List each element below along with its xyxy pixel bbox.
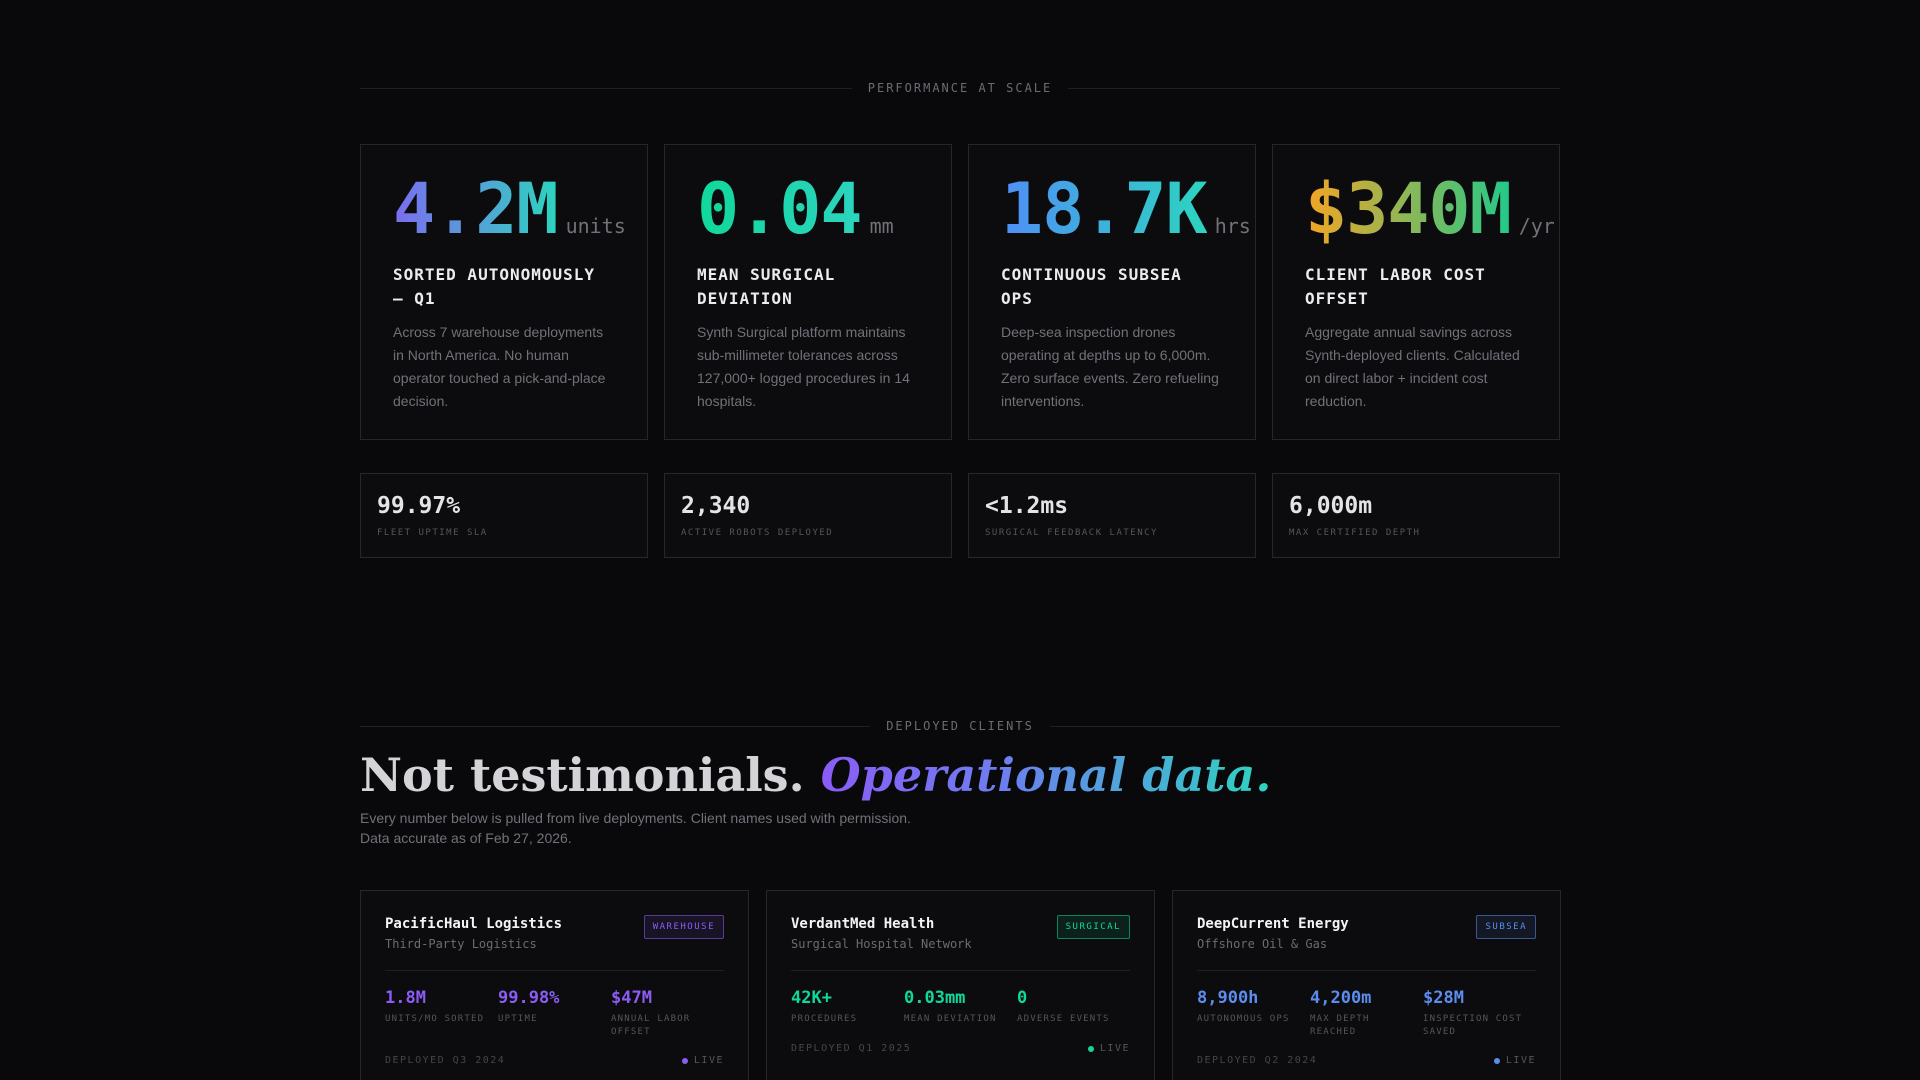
metric-uptime: 99.97% FLEET UPTIME SLA bbox=[360, 473, 648, 558]
client-metric-value: 1.8M bbox=[385, 988, 426, 1008]
stat-card-subsea: 18.7K hrs CONTINUOUS SUBSEA OPS Deep-sea… bbox=[968, 144, 1256, 440]
live-status: LIVE bbox=[1493, 1055, 1536, 1066]
metric-value: 6,000m bbox=[1289, 493, 1373, 519]
stat-value: 18.7K bbox=[1001, 168, 1208, 250]
client-metric-value: 4,200m bbox=[1310, 988, 1372, 1008]
stat-value: 0.04 bbox=[697, 168, 863, 250]
stat-description: Across 7 warehouse deployments in North … bbox=[393, 324, 606, 409]
client-metric-label: MEAN DEVIATION bbox=[904, 1014, 997, 1024]
deployed-date: DEPLOYED Q2 2024 bbox=[1197, 1055, 1318, 1066]
client-type: Third-Party Logistics bbox=[385, 937, 537, 951]
stat-description: Aggregate annual savings across Synth-de… bbox=[1305, 324, 1520, 409]
stat-title: CONTINUOUS SUBSEA OPS bbox=[1001, 265, 1182, 308]
stat-value: $340M bbox=[1305, 168, 1512, 250]
section-divider: PERFORMANCE AT SCALE bbox=[360, 78, 1560, 98]
stat-title: MEAN SURGICAL DEVIATION bbox=[697, 265, 836, 308]
client-metric-value: $47M bbox=[611, 988, 652, 1008]
client-metric-value: 42K+ bbox=[791, 988, 832, 1008]
section-label: PERFORMANCE AT SCALE bbox=[867, 81, 1053, 95]
metric-depth: 6,000m MAX CERTIFIED DEPTH bbox=[1272, 473, 1560, 558]
client-card: DeepCurrent Energy Offshore Oil & Gas SU… bbox=[1172, 890, 1561, 1080]
status-dot-icon bbox=[1087, 1045, 1094, 1052]
client-name: DeepCurrent Energy bbox=[1197, 916, 1349, 932]
client-name: PacificHaul Logistics bbox=[385, 916, 563, 932]
stat-unit: units bbox=[565, 214, 626, 238]
stat-unit: /yr bbox=[1518, 214, 1555, 238]
metric-robots: 2,340 ACTIVE ROBOTS DEPLOYED bbox=[664, 473, 952, 558]
client-metric-label: AUTONOMOUS OPS bbox=[1197, 1014, 1290, 1024]
metric-value: 99.97% bbox=[377, 493, 461, 519]
deployed-date: DEPLOYED Q1 2025 bbox=[791, 1043, 912, 1054]
metric-label: FLEET UPTIME SLA bbox=[377, 528, 488, 538]
clients-heading: Not testimonials. Operational data. bbox=[360, 748, 1272, 802]
stat-cards: 4.2M units SORTED AUTONOMOUSLY — Q1 Acro… bbox=[360, 144, 1560, 440]
stat-unit: hrs bbox=[1214, 214, 1251, 238]
stat-value: 4.2M bbox=[393, 168, 559, 250]
live-status: LIVE bbox=[1087, 1043, 1130, 1054]
status-dot-icon bbox=[1493, 1057, 1500, 1064]
metric-label: ACTIVE ROBOTS DEPLOYED bbox=[681, 528, 834, 538]
clients-subtitle: Every number below is pulled from live d… bbox=[360, 810, 911, 846]
client-metric-label: PROCEDURES bbox=[791, 1014, 858, 1024]
stat-card-deviation: 0.04 mm MEAN SURGICAL DEVIATION Synth Su… bbox=[664, 144, 952, 440]
deployed-date: DEPLOYED Q3 2024 bbox=[385, 1055, 506, 1066]
status-dot-icon bbox=[681, 1057, 688, 1064]
client-metric-label: UNITS/MO SORTED bbox=[385, 1014, 485, 1024]
stat-title: CLIENT LABOR COST OFFSET bbox=[1305, 265, 1486, 308]
client-metric-label: ANNUAL LABOR OFFSET bbox=[611, 1014, 691, 1037]
metric-label: SURGICAL FEEDBACK LATENCY bbox=[985, 528, 1158, 538]
metric-label: MAX CERTIFIED DEPTH bbox=[1289, 528, 1421, 538]
stat-description: Synth Surgical platform maintains sub-mi… bbox=[697, 324, 910, 409]
client-metric-label: MAX DEPTH REACHED bbox=[1310, 1014, 1370, 1037]
heading-emphasis: Operational data. bbox=[820, 748, 1272, 802]
stat-card-cost-offset: $340M /yr CLIENT LABOR COST OFFSET Aggre… bbox=[1272, 144, 1560, 440]
category-badge: SUBSEA bbox=[1476, 915, 1536, 939]
client-metric-value: 0 bbox=[1017, 988, 1028, 1008]
client-metric-value: 99.98% bbox=[498, 988, 560, 1008]
category-badge: WAREHOUSE bbox=[643, 915, 724, 939]
metric-latency: <1.2ms SURGICAL FEEDBACK LATENCY bbox=[968, 473, 1256, 558]
section-divider: DEPLOYED CLIENTS bbox=[360, 716, 1560, 736]
section-label: DEPLOYED CLIENTS bbox=[886, 719, 1034, 733]
category-badge: SURGICAL bbox=[1056, 915, 1130, 939]
stat-title: SORTED AUTONOMOUSLY — Q1 bbox=[393, 265, 596, 308]
client-type: Offshore Oil & Gas bbox=[1197, 937, 1328, 951]
client-metric-label: UPTIME bbox=[498, 1014, 538, 1024]
metric-value: <1.2ms bbox=[985, 493, 1069, 519]
stat-card-sorted: 4.2M units SORTED AUTONOMOUSLY — Q1 Acro… bbox=[360, 144, 648, 440]
client-metric-value: $28M bbox=[1423, 988, 1464, 1008]
client-metric-value: 8,900h bbox=[1197, 988, 1259, 1008]
client-metric-value: 0.03mm bbox=[904, 988, 966, 1008]
stat-unit: mm bbox=[869, 214, 894, 238]
client-card: VerdantMed Health Surgical Hospital Netw… bbox=[766, 890, 1155, 1080]
stat-description: Deep-sea inspection drones operating at … bbox=[1001, 324, 1219, 409]
client-card: PacificHaul Logistics Third-Party Logist… bbox=[360, 890, 749, 1080]
metric-value: 2,340 bbox=[681, 493, 751, 519]
client-type: Surgical Hospital Network bbox=[791, 937, 972, 951]
client-metric-label: INSPECTION COST SAVED bbox=[1423, 1014, 1523, 1037]
client-cards: PacificHaul Logistics Third-Party Logist… bbox=[360, 890, 1561, 1080]
client-name: VerdantMed Health bbox=[791, 916, 935, 932]
live-status: LIVE bbox=[681, 1055, 724, 1066]
metric-strip: 99.97% FLEET UPTIME SLA 2,340 ACTIVE ROB… bbox=[360, 473, 1560, 558]
client-metric-label: ADVERSE EVENTS bbox=[1017, 1014, 1110, 1024]
